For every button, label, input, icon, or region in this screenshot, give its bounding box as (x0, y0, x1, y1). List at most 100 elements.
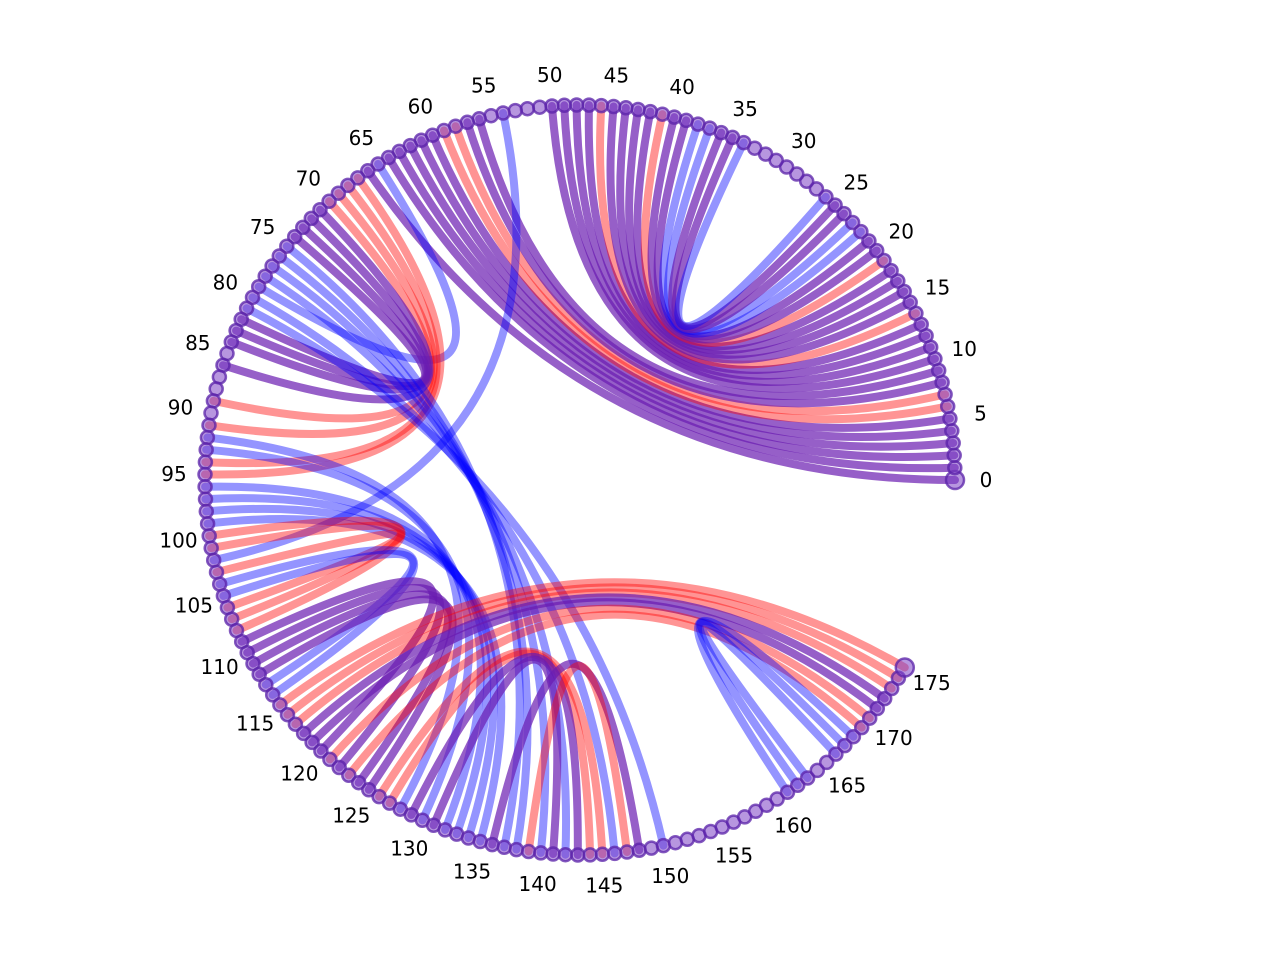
ring-node-47 (581, 97, 597, 113)
tick-label-150: 150 (651, 864, 689, 888)
ring-node-146 (606, 845, 623, 862)
tick-label-0: 0 (980, 468, 993, 492)
chord-link-2-63 (395, 147, 959, 462)
ring-node-140 (533, 845, 549, 861)
ring-node-97 (197, 491, 214, 507)
ring-node-100 (201, 528, 217, 544)
ring-node-73 (295, 219, 311, 236)
ring-node-161 (779, 784, 796, 801)
ring-node-89 (205, 393, 222, 409)
tick-label-95: 95 (161, 462, 186, 486)
tick-label-165: 165 (828, 774, 866, 798)
chord-link-54-102 (209, 109, 521, 565)
ring-node-42 (642, 103, 659, 120)
tick-label-130: 130 (390, 836, 428, 860)
ring-node-175 (894, 657, 916, 678)
ring-node-46 (593, 97, 610, 114)
ring-node-74 (286, 228, 303, 245)
ring-node-113 (258, 676, 274, 693)
chord-link-77-140 (268, 262, 550, 857)
ring-node-3 (945, 435, 961, 451)
ring-node-28 (798, 173, 815, 190)
ring-node-172 (876, 690, 893, 707)
tick-label-80: 80 (213, 270, 238, 294)
ring-node-1 (947, 459, 963, 476)
tick-label-155: 155 (715, 844, 753, 868)
chord-link-25-35 (671, 133, 840, 332)
tick-label-160: 160 (774, 813, 812, 837)
chord-link-100-108 (205, 516, 406, 635)
ring-node-93 (198, 441, 214, 458)
chord-link-5-60 (428, 131, 954, 432)
ring-node-115 (272, 697, 288, 713)
chord-link-0-66 (363, 166, 959, 484)
chord-link-131-141 (429, 655, 562, 858)
chord-link-139-147 (524, 662, 631, 856)
ring-node-143 (570, 847, 586, 863)
ring-node-145 (594, 846, 611, 863)
chord-link-104-114 (215, 546, 419, 699)
ring-node-98 (198, 503, 215, 520)
chord-link-13-47 (584, 101, 926, 374)
chord-link-136-148 (488, 659, 644, 855)
ring-node-90 (203, 405, 219, 421)
ring-node-65 (370, 156, 386, 172)
tick-label-5: 5 (974, 402, 987, 426)
ring-node-121 (322, 751, 338, 768)
tick-label-85: 85 (185, 331, 210, 355)
ring-node-139 (520, 843, 537, 860)
chord-link-121-170 (325, 604, 874, 764)
ring-node-165 (818, 754, 835, 771)
ring-node-142 (557, 846, 574, 863)
chord-link-8-57 (463, 118, 947, 408)
ring-node-123 (341, 767, 357, 784)
ring-node-67 (350, 170, 366, 186)
tick-label-140: 140 (519, 872, 557, 896)
ring-node-2 (946, 447, 962, 464)
tick-label-115: 115 (236, 712, 274, 736)
ring-node-76 (271, 248, 288, 264)
ring-node-69 (330, 185, 347, 201)
chord-link-76-138 (275, 252, 532, 854)
ring-node-23 (844, 214, 861, 231)
chord-link-97-133 (201, 494, 492, 839)
tick-label-25: 25 (843, 170, 868, 194)
ring-node-4 (944, 423, 960, 439)
tick-label-10: 10 (951, 337, 976, 361)
chord-link-116-174 (283, 583, 903, 719)
ring-node-26 (818, 189, 834, 205)
ring-node-148 (631, 842, 647, 859)
chord-link-92-128 (203, 433, 463, 814)
ring-node-170 (861, 710, 878, 726)
tick-label-175: 175 (913, 671, 951, 695)
chord-link-21-39 (653, 116, 873, 341)
ring-node-94 (197, 454, 214, 470)
ring-node-43 (630, 101, 646, 118)
tick-label-75: 75 (250, 215, 275, 239)
tick-label-40: 40 (669, 75, 694, 99)
chord-link-98-134 (202, 504, 499, 842)
chord-link-67-95 (201, 173, 445, 479)
ring-node-116 (279, 706, 296, 723)
chord-link-105-113 (219, 550, 417, 689)
ring-node-173 (883, 680, 900, 697)
ring-node-48 (568, 97, 585, 113)
ring-node-45 (605, 98, 622, 115)
chord-link-119-171 (308, 598, 882, 747)
ring-node-29 (789, 166, 805, 182)
tick-label-135: 135 (453, 859, 491, 883)
tick-label-125: 125 (332, 804, 370, 828)
ring-node-18 (883, 262, 899, 279)
ring-node-162 (789, 777, 806, 794)
tick-label-60: 60 (408, 95, 433, 119)
chord-link-9-56 (475, 114, 943, 400)
tick-label-70: 70 (296, 166, 321, 190)
chord-link-3-62 (406, 141, 958, 451)
chord-link-163-166 (696, 618, 840, 782)
ring-node-91 (201, 417, 217, 433)
ring-node-51 (531, 99, 548, 115)
chord-link-80-146 (248, 293, 619, 858)
tick-label-50: 50 (537, 63, 562, 87)
chord-link-162-167 (695, 618, 849, 790)
